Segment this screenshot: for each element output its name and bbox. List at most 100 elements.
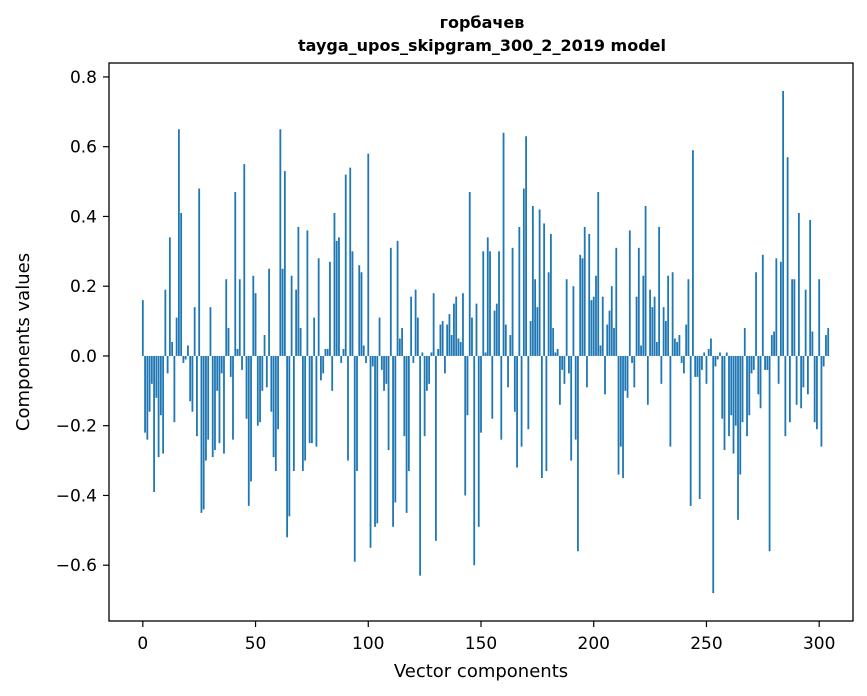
y-tick-label: 0.4 bbox=[70, 207, 97, 227]
bar-137 bbox=[450, 335, 453, 356]
bar-36 bbox=[223, 355, 225, 454]
bar-240 bbox=[683, 355, 685, 374]
bar-7 bbox=[157, 355, 160, 458]
bar-152 bbox=[484, 352, 487, 356]
bar-187 bbox=[563, 355, 566, 384]
bar-230 bbox=[660, 355, 663, 384]
bar-78 bbox=[317, 258, 320, 356]
bar-71 bbox=[301, 355, 304, 472]
bar-3 bbox=[148, 355, 151, 412]
bar-153 bbox=[486, 237, 489, 356]
bar-44 bbox=[241, 355, 243, 370]
bar-225 bbox=[649, 289, 651, 356]
bar-62 bbox=[281, 268, 284, 356]
bar-274 bbox=[759, 355, 762, 409]
bar-87 bbox=[338, 237, 340, 356]
bar-273 bbox=[757, 355, 760, 395]
bar-102 bbox=[371, 355, 374, 367]
bar-214 bbox=[624, 355, 627, 391]
bar-182 bbox=[552, 328, 555, 356]
bar-229 bbox=[658, 226, 661, 356]
bar-205 bbox=[604, 355, 606, 395]
bar-4 bbox=[150, 355, 153, 384]
bar-63 bbox=[283, 171, 286, 356]
bar-77 bbox=[315, 355, 318, 447]
bar-234 bbox=[669, 355, 672, 447]
bar-142 bbox=[462, 293, 464, 356]
bar-114 bbox=[398, 338, 401, 356]
bar-297 bbox=[811, 331, 814, 356]
bar-112 bbox=[394, 355, 397, 503]
bar-147 bbox=[473, 355, 476, 566]
bar-167 bbox=[518, 226, 521, 356]
bar-104 bbox=[376, 355, 379, 524]
bar-294 bbox=[804, 289, 807, 356]
bar-106 bbox=[380, 355, 383, 370]
bar-163 bbox=[509, 335, 512, 356]
bar-24 bbox=[196, 355, 198, 437]
bar-180 bbox=[547, 272, 550, 356]
bar-14 bbox=[173, 355, 176, 423]
bar-47 bbox=[247, 355, 250, 506]
bar-228 bbox=[655, 342, 658, 356]
y-tick-label: 0.2 bbox=[70, 277, 97, 297]
bar-132 bbox=[439, 324, 442, 356]
bar-103 bbox=[374, 355, 376, 527]
bar-1 bbox=[144, 355, 146, 433]
bar-188 bbox=[565, 279, 568, 356]
bar-122 bbox=[416, 317, 419, 356]
bar-98 bbox=[362, 345, 365, 356]
bar-227 bbox=[653, 296, 656, 356]
y-axis-label: Components values bbox=[13, 253, 34, 431]
bar-100 bbox=[367, 153, 370, 356]
bar-97 bbox=[360, 272, 363, 356]
bar-256 bbox=[719, 352, 721, 356]
bar-37 bbox=[225, 279, 228, 356]
bar-0 bbox=[141, 300, 144, 356]
bar-92 bbox=[349, 167, 352, 356]
y-tick-label: −0.2 bbox=[56, 417, 97, 437]
bar-270 bbox=[750, 355, 753, 374]
bar-283 bbox=[779, 261, 782, 356]
bar-139 bbox=[455, 296, 458, 356]
bar-43 bbox=[238, 279, 241, 356]
bar-244 bbox=[692, 150, 694, 356]
bar-196 bbox=[583, 226, 586, 356]
bar-288 bbox=[791, 279, 794, 356]
bar-178 bbox=[543, 223, 546, 356]
bar-159 bbox=[500, 355, 503, 440]
bar-223 bbox=[644, 205, 647, 356]
bar-41 bbox=[234, 192, 237, 356]
bar-204 bbox=[601, 296, 604, 356]
bar-10 bbox=[164, 289, 167, 356]
bar-186 bbox=[561, 355, 564, 370]
y-tick-label: 0.6 bbox=[70, 138, 97, 158]
bar-303 bbox=[825, 335, 827, 356]
bar-69 bbox=[297, 226, 300, 356]
bar-99 bbox=[365, 355, 367, 363]
bar-161 bbox=[504, 324, 507, 356]
bar-237 bbox=[676, 342, 679, 356]
bar-119 bbox=[410, 296, 413, 356]
bar-6 bbox=[155, 355, 158, 398]
bar-299 bbox=[816, 355, 818, 430]
bar-96 bbox=[358, 265, 361, 356]
bar-224 bbox=[646, 355, 649, 405]
bar-86 bbox=[335, 240, 338, 356]
bar-105 bbox=[378, 317, 381, 356]
bar-179 bbox=[545, 355, 548, 472]
bar-242 bbox=[687, 279, 690, 356]
bar-191 bbox=[572, 286, 575, 356]
x-axis-label: Vector components bbox=[394, 661, 568, 682]
bar-89 bbox=[342, 348, 345, 356]
bar-199 bbox=[590, 300, 593, 356]
bar-209 bbox=[613, 328, 615, 356]
bar-72 bbox=[304, 355, 307, 461]
bar-197 bbox=[586, 355, 588, 388]
bar-146 bbox=[471, 317, 473, 356]
bar-127 bbox=[428, 355, 431, 384]
bar-124 bbox=[421, 352, 424, 356]
bar-172 bbox=[529, 321, 532, 356]
bar-30 bbox=[209, 307, 212, 356]
x-tick-label: 200 bbox=[578, 634, 610, 654]
